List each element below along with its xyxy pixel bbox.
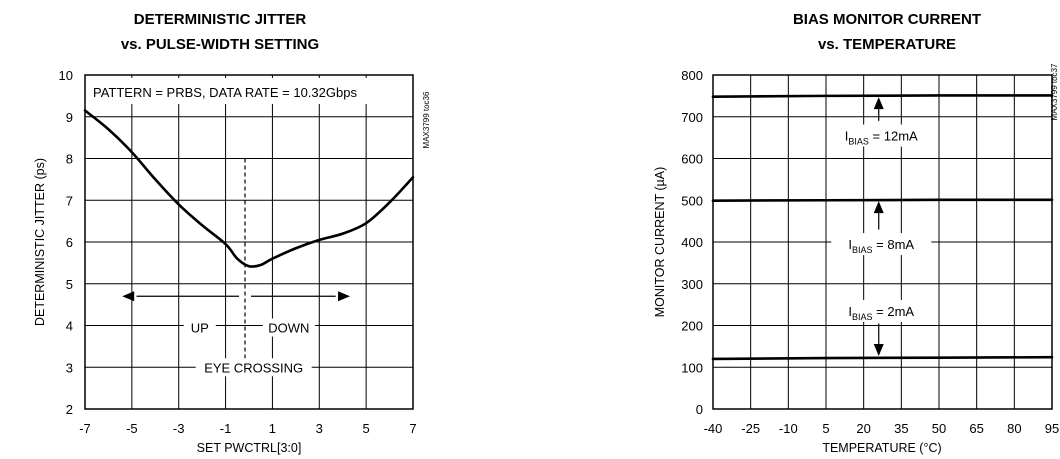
bias-series-label-1: IBIAS = 8mA xyxy=(848,237,914,255)
jitter-y-tick-7: 9 xyxy=(66,110,73,125)
up-label-background xyxy=(183,318,216,337)
bias-monitor-chart: BIAS MONITOR CURRENT vs. TEMPERATURE 0 10… xyxy=(653,11,1059,455)
down-arrow-head xyxy=(338,291,351,302)
jitter-x-tick-6: 5 xyxy=(363,421,370,436)
bias-series-line-0 xyxy=(711,94,1054,99)
bias-x-tick-1: -25 xyxy=(741,421,760,436)
bias-chart-side-label: MAX3799 toc37 xyxy=(1050,63,1059,120)
jitter-y-tick-1: 3 xyxy=(66,360,73,375)
down-label: DOWN xyxy=(268,321,309,336)
jitter-chart-frame xyxy=(84,74,414,410)
bias-y-tick-5: 500 xyxy=(681,193,703,208)
bias-chart-title-line-1: BIAS MONITOR CURRENT xyxy=(793,11,981,28)
jitter-x-tick-4: 1 xyxy=(269,421,276,436)
bias-series-label-2: IBIAS = 2mA xyxy=(848,304,914,322)
bias-series-arrow-head-0 xyxy=(873,97,884,110)
bias-x-tick-6: 50 xyxy=(932,421,946,436)
jitter-y-tick-8: 10 xyxy=(59,68,73,83)
bias-chart-series-labels: IBIAS = 12mA IBIAS = 8mA IBIAS = 2mA xyxy=(831,97,932,356)
bias-y-tick-1: 100 xyxy=(681,360,703,375)
jitter-x-tick-2: -3 xyxy=(173,421,185,436)
bias-chart-y-axis-label: MONITOR CURRENT (µA) xyxy=(653,167,667,318)
bias-x-tick-4: 20 xyxy=(856,421,870,436)
bias-chart-y-ticks: 0 100 200 300 400 500 600 700 800 xyxy=(681,68,703,417)
jitter-chart-y-axis-label: DETERMINISTIC JITTER (ps) xyxy=(33,158,47,326)
eye-crossing-label-background xyxy=(195,358,312,377)
eye-crossing-label: EYE CROSSING xyxy=(204,360,303,375)
bias-chart-frame xyxy=(712,74,1053,410)
bias-series-line-1 xyxy=(711,198,1054,202)
bias-series-arrow-head-2 xyxy=(873,343,884,356)
jitter-curve xyxy=(83,109,415,268)
bias-series-label-background-2 xyxy=(831,299,932,322)
bias-x-tick-0: -40 xyxy=(704,421,723,436)
jitter-chart-annotation: PATTERN = PRBS, DATA RATE = 10.32Gbps xyxy=(93,85,357,100)
jitter-chart-title-line-2: vs. PULSE-WIDTH SETTING xyxy=(121,36,319,53)
bias-y-tick-0: 0 xyxy=(696,402,703,417)
bias-x-tick-7: 65 xyxy=(969,421,983,436)
bias-y-tick-8: 800 xyxy=(681,68,703,83)
jitter-x-tick-5: 3 xyxy=(316,421,323,436)
jitter-y-tick-6: 8 xyxy=(66,152,73,167)
bias-x-tick-3: 5 xyxy=(822,421,829,436)
bias-chart-title-line-2: vs. TEMPERATURE xyxy=(818,36,956,53)
jitter-chart-x-ticks: -7 -5 -3 -1 1 3 5 7 xyxy=(79,421,416,436)
bias-x-tick-8: 80 xyxy=(1007,421,1021,436)
bias-y-tick-7: 700 xyxy=(681,110,703,125)
bias-x-tick-5: 35 xyxy=(894,421,908,436)
bias-x-tick-9: 95 xyxy=(1045,421,1059,436)
bias-x-tick-2: -10 xyxy=(779,421,798,436)
jitter-y-tick-2: 4 xyxy=(66,319,73,334)
jitter-chart-side-label: MAX3799 toc36 xyxy=(422,91,431,148)
bias-y-tick-2: 200 xyxy=(681,319,703,334)
jitter-chart-x-axis-label: SET PWCTRL[3:0] xyxy=(197,441,302,455)
bias-chart-x-ticks: -40 -25 -10 5 20 35 50 65 80 95 xyxy=(704,421,1060,436)
jitter-y-tick-5: 7 xyxy=(66,193,73,208)
jitter-x-tick-1: -5 xyxy=(126,421,138,436)
bias-y-tick-4: 400 xyxy=(681,235,703,250)
jitter-chart-annotation-background xyxy=(88,78,410,104)
jitter-chart-title-line-1: DETERMINISTIC JITTER xyxy=(134,11,307,28)
up-label: UP xyxy=(191,321,209,336)
bias-series-label-background-1 xyxy=(831,233,932,256)
bias-y-tick-6: 600 xyxy=(681,152,703,167)
jitter-chart-grid xyxy=(85,75,413,409)
down-label-background xyxy=(262,318,315,337)
bias-series-arrow-head-1 xyxy=(873,201,884,214)
bias-series-label-0: IBIAS = 12mA xyxy=(845,129,918,147)
jitter-y-tick-4: 6 xyxy=(66,235,73,250)
jitter-chart-y-ticks: 2 3 4 5 6 7 8 9 10 xyxy=(59,68,73,417)
bias-chart-series xyxy=(711,94,1054,361)
jitter-y-tick-3: 5 xyxy=(66,277,73,292)
jitter-y-tick-0: 2 xyxy=(66,402,73,417)
bias-y-tick-3: 300 xyxy=(681,277,703,292)
jitter-x-tick-0: -7 xyxy=(79,421,91,436)
jitter-x-tick-7: 7 xyxy=(409,421,416,436)
up-arrow-head xyxy=(122,291,135,302)
jitter-x-tick-3: -1 xyxy=(220,421,232,436)
bias-series-line-2 xyxy=(711,355,1054,361)
bias-chart-x-axis-label: TEMPERATURE (°C) xyxy=(822,441,941,455)
jitter-chart: DETERMINISTIC JITTER vs. PULSE-WIDTH SET… xyxy=(33,11,431,455)
bias-series-label-background-0 xyxy=(831,124,932,147)
